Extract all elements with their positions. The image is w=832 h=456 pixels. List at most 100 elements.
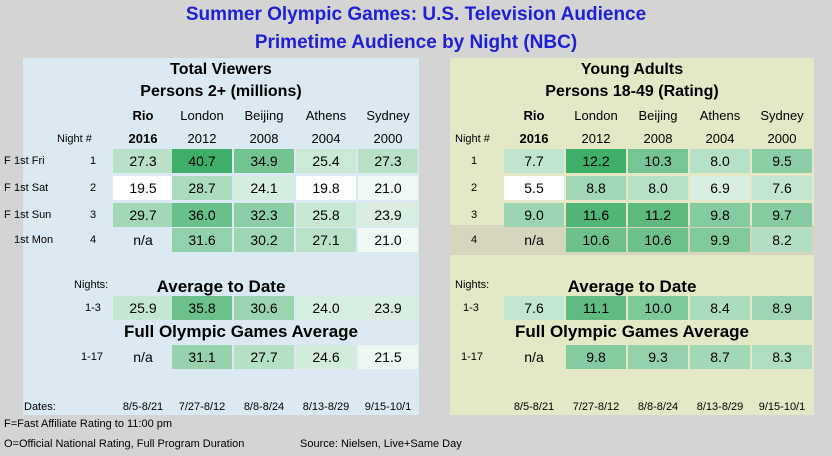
- data-cell: 6.9: [690, 176, 750, 200]
- data-cell: 32.3: [234, 203, 294, 227]
- data-cell: 19.5: [113, 176, 173, 200]
- avg-cell: 23.9: [358, 296, 418, 320]
- column-year-2012: 2012: [581, 131, 611, 146]
- column-city-beijing: Beijing: [244, 108, 284, 123]
- column-city-rio: Rio: [132, 108, 154, 123]
- panel-subtitle: Persons 18-49 (Rating): [545, 83, 719, 100]
- row-label: 1st Mon: [14, 234, 54, 246]
- avg-cell: 35.8: [172, 296, 232, 320]
- date-range: 9/15-10/1: [758, 401, 806, 413]
- data-cell: 25.8: [296, 203, 356, 227]
- data-cell: 9.5: [752, 149, 812, 173]
- avg-cell: 24.0: [296, 296, 356, 320]
- night-number: 1: [90, 155, 97, 167]
- data-cell: 7.7: [504, 149, 564, 173]
- avg-nights-label: 1-3: [463, 302, 479, 314]
- avg-cell: 25.9: [113, 296, 173, 320]
- column-year-2016: 2016: [128, 131, 158, 146]
- data-cell: 12.2: [566, 149, 626, 173]
- footnote-fast: F=Fast Affiliate Rating to 11:00 pm: [4, 418, 173, 430]
- column-city-athens: Athens: [699, 108, 741, 123]
- data-cell: 8.8: [566, 176, 626, 200]
- date-range: 8/8-8/24: [637, 401, 679, 413]
- chart-title: Summer Olympic Games: U.S. Television Au…: [185, 4, 647, 25]
- avg-cell: 11.1: [566, 296, 626, 320]
- data-cell: 21.0: [358, 176, 418, 200]
- fast-flag: F: [4, 209, 11, 221]
- date-range: 8/5-8/21: [122, 401, 164, 413]
- full-cell: 8.3: [752, 345, 812, 369]
- full-cell: 27.7: [234, 345, 294, 369]
- row-label: 1st Sun: [14, 209, 52, 221]
- column-year-2008: 2008: [643, 131, 673, 146]
- data-cell: 24.1: [234, 176, 294, 200]
- date-range: 8/13-8/29: [696, 401, 744, 413]
- data-cell: n/a: [133, 232, 153, 248]
- data-cell: 25.4: [296, 149, 356, 173]
- fast-flag: F: [4, 182, 11, 194]
- avg-nights-label: 1-3: [85, 302, 101, 314]
- date-range: 7/27-8/12: [572, 401, 620, 413]
- data-cell: 27.1: [296, 228, 356, 252]
- date-range: 9/15-10/1: [364, 401, 412, 413]
- data-cell: 9.9: [690, 228, 750, 252]
- column-year-2004: 2004: [705, 131, 735, 146]
- avg-cell: 30.6: [234, 296, 294, 320]
- nights-label: Nights:: [74, 279, 109, 291]
- data-cell: 9.0: [504, 203, 564, 227]
- full-cell: 24.6: [296, 345, 356, 369]
- data-cell: 9.8: [690, 203, 750, 227]
- chart-subtitle: Primetime Audience by Night (NBC): [254, 32, 578, 53]
- data-cell: 21.0: [358, 228, 418, 252]
- night-number: 4: [90, 234, 97, 246]
- column-year-2000: 2000: [767, 131, 797, 146]
- avg-cell: 7.6: [504, 296, 564, 320]
- column-city-london: London: [180, 108, 224, 123]
- data-cell: 27.3: [358, 149, 418, 173]
- data-cell: 8.0: [628, 176, 688, 200]
- column-city-rio: Rio: [523, 108, 545, 123]
- data-cell: 36.0: [172, 203, 232, 227]
- column-year-2012: 2012: [187, 131, 217, 146]
- date-range: 7/27-8/12: [178, 401, 226, 413]
- row-label: 1st Fri: [14, 155, 45, 167]
- night-number: 3: [90, 209, 97, 221]
- dates-label: Dates:: [24, 401, 56, 413]
- full-cell: n/a: [524, 349, 544, 365]
- data-cell: 11.6: [566, 203, 626, 227]
- column-year-2016: 2016: [519, 131, 549, 146]
- date-range: 8/13-8/29: [302, 401, 350, 413]
- night-number: 2: [471, 182, 478, 194]
- data-cell: 8.2: [752, 228, 812, 252]
- data-cell: 40.7: [172, 149, 232, 173]
- data-cell: 8.0: [690, 149, 750, 173]
- date-range: 8/8-8/24: [243, 401, 285, 413]
- data-cell: n/a: [524, 232, 544, 248]
- night-header: Night #: [57, 133, 92, 145]
- column-year-2000: 2000: [373, 131, 403, 146]
- date-range: 8/5-8/21: [513, 401, 555, 413]
- data-cell: 19.8: [296, 176, 356, 200]
- full-cell: 31.1: [172, 345, 232, 369]
- column-city-london: London: [574, 108, 618, 123]
- column-year-2004: 2004: [311, 131, 341, 146]
- full-nights-label: 1-17: [461, 351, 484, 363]
- avg-cell: 10.0: [628, 296, 688, 320]
- full-cell: 9.3: [628, 345, 688, 369]
- data-cell: 10.6: [566, 228, 626, 252]
- panel-title: Young Adults: [580, 61, 684, 78]
- night-number: 3: [471, 209, 478, 221]
- night-header: Night #: [455, 133, 490, 145]
- full-cell: n/a: [133, 349, 153, 365]
- panel-subtitle: Persons 2+ (millions): [140, 83, 302, 100]
- column-city-athens: Athens: [305, 108, 347, 123]
- column-year-2008: 2008: [249, 131, 279, 146]
- full-nights-label: 1-17: [81, 351, 104, 363]
- avg-title: Average to Date: [567, 277, 697, 296]
- data-cell: 28.7: [172, 176, 232, 200]
- data-cell: 34.9: [234, 149, 294, 173]
- row-label: 1st Sat: [14, 182, 49, 194]
- full-title: Full Olympic Games Average: [515, 322, 749, 341]
- night-number: 2: [90, 182, 97, 194]
- column-city-sydney: Sydney: [760, 108, 804, 123]
